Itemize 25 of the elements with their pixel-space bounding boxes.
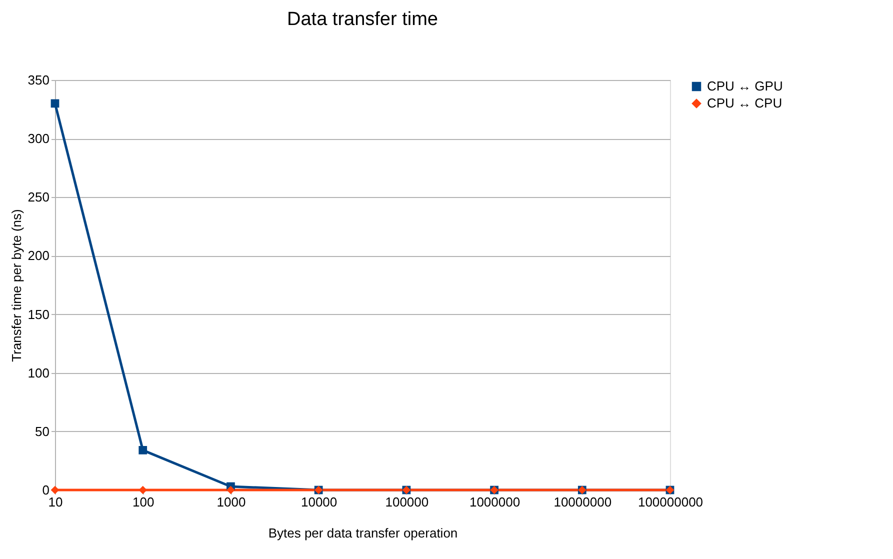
x-tick-label: 10000 xyxy=(300,494,338,510)
point xyxy=(50,99,60,108)
y-tick-label: 150 xyxy=(28,306,50,322)
x-tick-label: 1000 xyxy=(216,494,246,510)
y-tick-label: 300 xyxy=(28,131,50,146)
y-tick-label: 0 xyxy=(42,482,50,498)
legend-label: CPU ↔ GPU xyxy=(707,78,783,94)
y-tick-label: 350 xyxy=(28,72,50,88)
point xyxy=(138,446,148,454)
y-tick-label: 100 xyxy=(28,365,50,380)
x-tick-label: 100 xyxy=(132,494,154,510)
chart-title: Data transfer time xyxy=(287,9,438,30)
x-tick-label: 100000000 xyxy=(638,494,704,510)
x-tick-label: 10 xyxy=(48,494,63,510)
x-tick-label: 10000000 xyxy=(554,494,612,510)
point xyxy=(226,486,235,494)
y-tick-label: 250 xyxy=(28,190,50,205)
y-axis-title: Transfer time per byte (ns) xyxy=(8,209,24,362)
point xyxy=(50,486,60,494)
y-tick-label: 200 xyxy=(28,248,50,264)
x-tick-label: 1000000 xyxy=(469,494,520,510)
x-axis-title: Bytes per data transfer operation xyxy=(268,526,458,540)
x-tick-label: 100000 xyxy=(385,494,429,510)
legend-label: CPU ↔ CPU xyxy=(707,96,782,110)
y-tick-label: 50 xyxy=(35,424,50,439)
